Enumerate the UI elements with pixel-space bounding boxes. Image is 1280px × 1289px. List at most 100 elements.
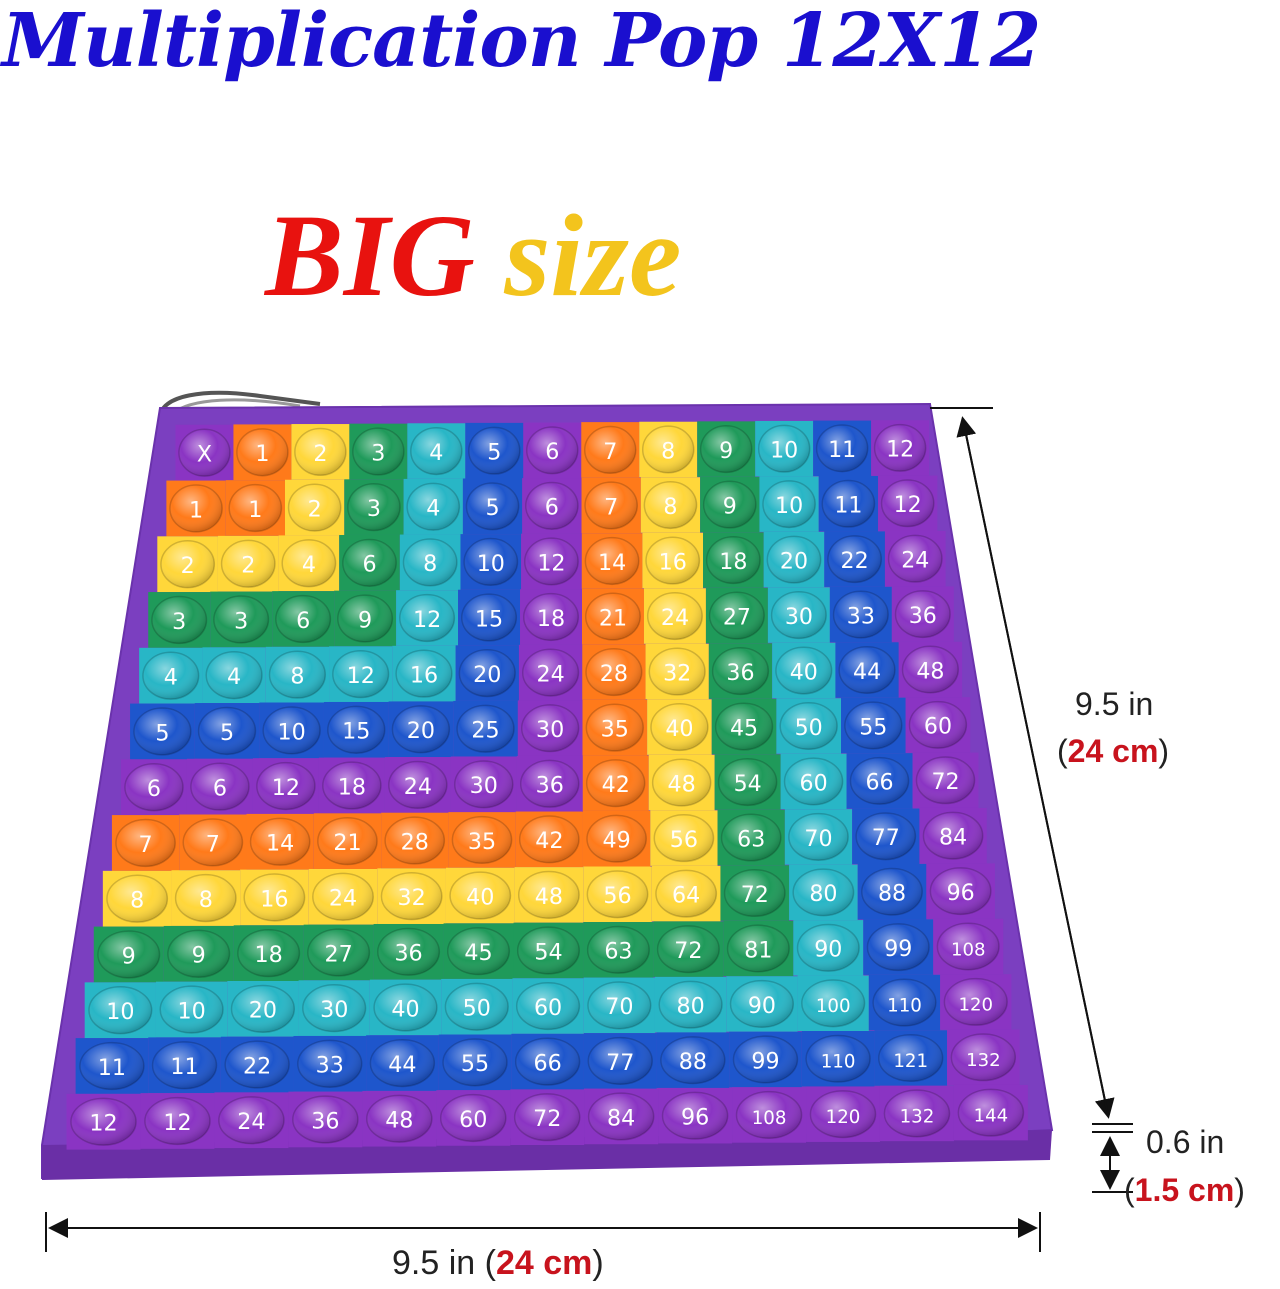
bubble-shine [856,813,916,860]
height-label: 9.5 in [1075,686,1153,723]
bubble-number: 77 [872,825,900,851]
bubble-shine [160,540,215,588]
width-paren-close: ) [592,1244,604,1282]
bubble-number: 55 [859,714,887,740]
pop-bubble: 55 [438,1034,512,1091]
bubble-number: 84 [607,1105,635,1131]
bubble-shine [793,869,854,916]
bubble-shine [337,595,393,642]
pop-bubble: 2 [291,424,350,480]
pop-bubble: 10 [155,981,228,1038]
bubble-shine [302,984,366,1032]
bubble-number: 12 [272,775,300,801]
bubble-number: 7 [206,831,220,857]
bubble-number: 42 [535,828,563,854]
bubble-number: 8 [130,888,144,914]
pop-bubble: 48 [648,754,715,811]
bubble-number: 99 [751,1048,779,1074]
bubble-number: 88 [878,881,906,907]
bubble-shine [288,484,341,531]
pop-bubble: 40 [369,979,442,1036]
pop-bubble: 42 [582,755,649,811]
pop-bubble: 4 [403,478,463,535]
bubble-shine [190,763,249,811]
pop-bubble: 24 [884,530,946,587]
bubble-number: 8 [290,664,304,690]
pop-bubble: 18 [233,925,304,981]
bubble-shine [445,983,509,1031]
bubble-shine [715,703,773,750]
bubble-shine [160,986,223,1033]
bubble-shine [850,757,909,805]
height-arrow-up [956,416,1109,1116]
bubble-shine [909,701,967,749]
pop-bubble: 10 [460,534,522,590]
bubble-number: 16 [659,549,687,575]
pop-bubble: 2 [217,535,279,592]
pop-bubble: 28 [381,812,449,869]
bubble-number: 54 [734,771,762,797]
bubble-shine [183,818,243,866]
width-label: 9.5 in (24 cm) [392,1244,604,1283]
width-cm: 24 cm [495,1244,593,1282]
bubble-shine [733,1036,798,1083]
pop-bubble: 10 [259,702,324,759]
bubble-number: 80 [809,881,837,907]
bubble-shine [374,984,437,1031]
pop-bubble: 15 [458,589,521,646]
bubble-number: 33 [847,603,875,629]
bubble-shine [292,1096,358,1143]
pop-bubble: 2 [157,536,218,593]
bubble-shine [399,594,455,642]
pop-bubble: 5 [465,422,524,479]
bubble-number: 80 [677,994,705,1020]
bubble-number: 10 [770,438,798,464]
bubble-shine [526,426,578,474]
bubble-shine [520,760,579,808]
pop-bubble: 132 [879,1085,954,1142]
pop-bubble: 60 [512,978,584,1034]
pop-bubble: 7 [581,422,640,478]
bubble-number: 36 [909,603,937,629]
bubble-number: 14 [266,831,294,857]
bubble-number: 3 [234,608,248,634]
bubble-shine [655,870,717,917]
bubble-number: 45 [464,940,492,966]
size-word: size [504,190,682,321]
bubble-shine [806,1035,871,1083]
bubble-shine [709,592,765,639]
pop-bubble: 1 [225,480,285,536]
bubble-number: 40 [790,659,818,685]
bubble-number: 18 [719,549,747,575]
pop-bubble: 24 [518,644,583,701]
bubble-shine [844,702,902,749]
bubble-number: 56 [603,883,631,909]
pop-bubble: 24 [643,588,706,644]
bubble-number: 20 [249,998,277,1024]
bubble-shine [654,814,714,862]
bubble-number: 48 [668,771,696,797]
pop-bubble: 45 [711,698,777,755]
bubble-number: 50 [463,996,491,1022]
bubble-number: 66 [534,1051,562,1077]
pop-bubble: 63 [583,922,654,978]
bubble-shine [657,925,720,973]
bubble-number: 55 [461,1051,489,1077]
bubble-number: 30 [320,997,348,1023]
pop-bubble: 42 [515,811,583,868]
bubble-number: 4 [302,552,316,578]
bubble-number: 40 [391,996,419,1022]
bubble-number: 22 [841,548,869,574]
bubble-shine [407,483,460,531]
pop-bubble: 60 [780,753,847,810]
bubble-number: 120 [826,1107,861,1128]
bubble-shine [198,707,256,755]
pop-bubble: 8 [171,870,241,926]
bubble-number: 49 [603,828,631,854]
bubble-shine [447,927,510,975]
bubble-shine [256,762,315,810]
bubble-shine [588,1037,653,1085]
bubble-shine [459,649,516,697]
bubble-shine [167,930,230,978]
bubble-shine [724,869,785,917]
